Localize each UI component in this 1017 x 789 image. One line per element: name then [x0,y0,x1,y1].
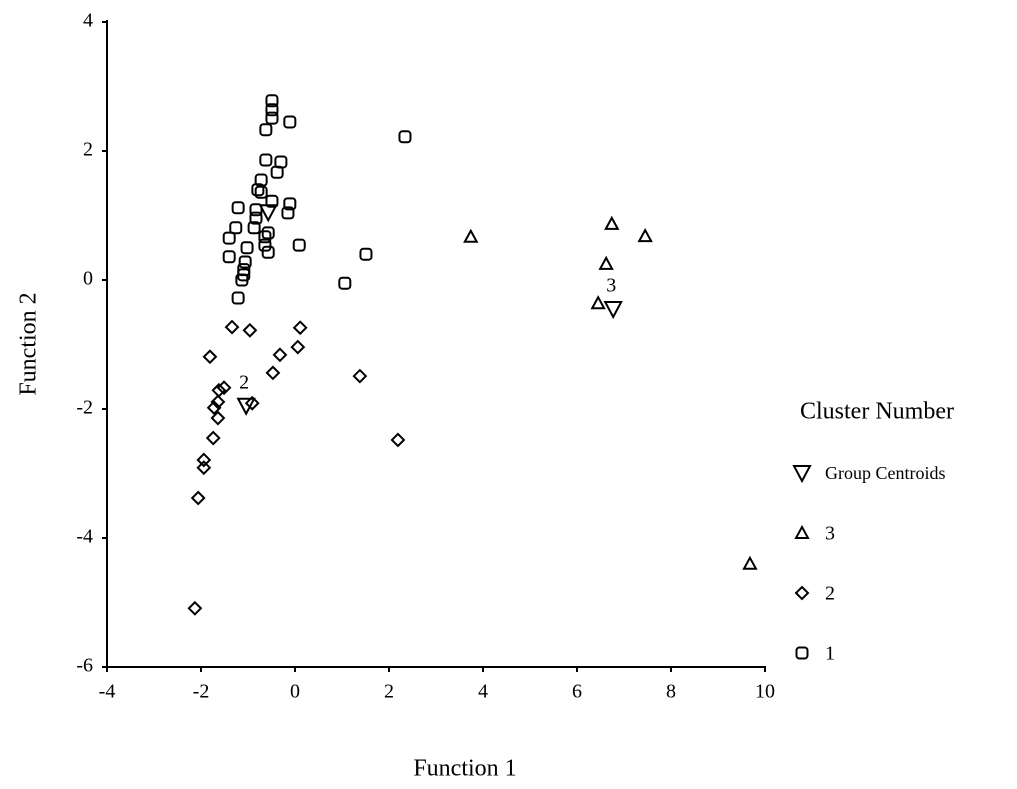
data-point [238,255,252,269]
data-point [604,215,620,230]
data-point [292,238,306,252]
x-tick-label: 0 [290,681,300,703]
legend-label: 2 [825,583,835,605]
y-tick-label: 4 [83,10,93,32]
data-point [222,231,236,245]
y-axis-label: Function 2 [16,292,42,395]
data-point [244,395,260,411]
data-point [338,276,352,290]
data-point [281,206,295,220]
data-point [247,221,261,235]
legend-label: 3 [825,523,835,545]
data-point [254,185,268,199]
point-label: 3 [606,275,616,297]
x-tick-label: 2 [384,681,394,703]
data-point [283,115,297,129]
data-point [235,273,249,287]
legend-label: Group Centroids [825,463,946,483]
data-point [258,238,272,252]
data-point [210,410,226,426]
data-point [224,319,240,335]
y-tick-label: -6 [76,655,93,677]
data-point [598,255,614,270]
data-point [603,301,623,320]
legend-marker [792,465,812,484]
data-point [265,94,279,108]
data-point [202,349,218,365]
data-point [265,111,279,125]
point-label: 2 [239,371,249,393]
data-point [231,291,245,305]
data-point [231,201,245,215]
data-point [196,452,212,468]
data-point [637,228,653,243]
legend-marker [794,585,810,601]
data-point [236,397,256,416]
data-point [206,400,222,416]
data-point [242,322,258,338]
data-point [258,230,272,244]
x-tick-label: 6 [572,681,582,703]
data-point [261,226,275,240]
data-point [229,221,243,235]
legend-label: 1 [825,643,835,665]
x-tick-label: -4 [99,681,116,703]
data-point [258,204,278,223]
data-point [352,368,368,384]
data-point [254,173,268,187]
data-point [261,245,275,259]
data-point [270,165,284,179]
data-point [240,241,254,255]
data-point [259,153,273,167]
x-tick-label: -2 [193,681,210,703]
data-point [265,194,279,208]
data-point [190,490,206,506]
x-tick-label: 8 [666,681,676,703]
data-point [292,320,308,336]
data-point [290,339,306,355]
data-point [187,600,203,616]
data-point [742,555,758,570]
y-tick-label: 0 [83,268,93,290]
data-point [249,211,263,225]
y-tick-label: 2 [83,139,93,161]
data-point [265,103,279,117]
data-point [398,130,412,144]
x-tick-label: 10 [755,681,775,703]
data-point [210,394,226,410]
data-point [259,123,273,137]
data-point [265,365,281,381]
y-tick-label: -2 [76,397,93,419]
data-point [463,228,479,243]
data-point [359,247,373,261]
x-tick-label: 4 [478,681,488,703]
data-point [283,197,297,211]
y-tick-label: -4 [76,526,93,548]
legend-marker [794,524,810,539]
data-point [249,203,263,217]
data-point [390,432,406,448]
data-point [590,295,606,310]
data-point [205,430,221,446]
data-point [251,183,265,197]
data-point [222,250,236,264]
data-point [196,460,212,476]
legend-marker [795,646,809,660]
x-axis-label: Function 1 [413,756,516,782]
legend-title: Cluster Number [800,399,954,425]
data-point [272,347,288,363]
